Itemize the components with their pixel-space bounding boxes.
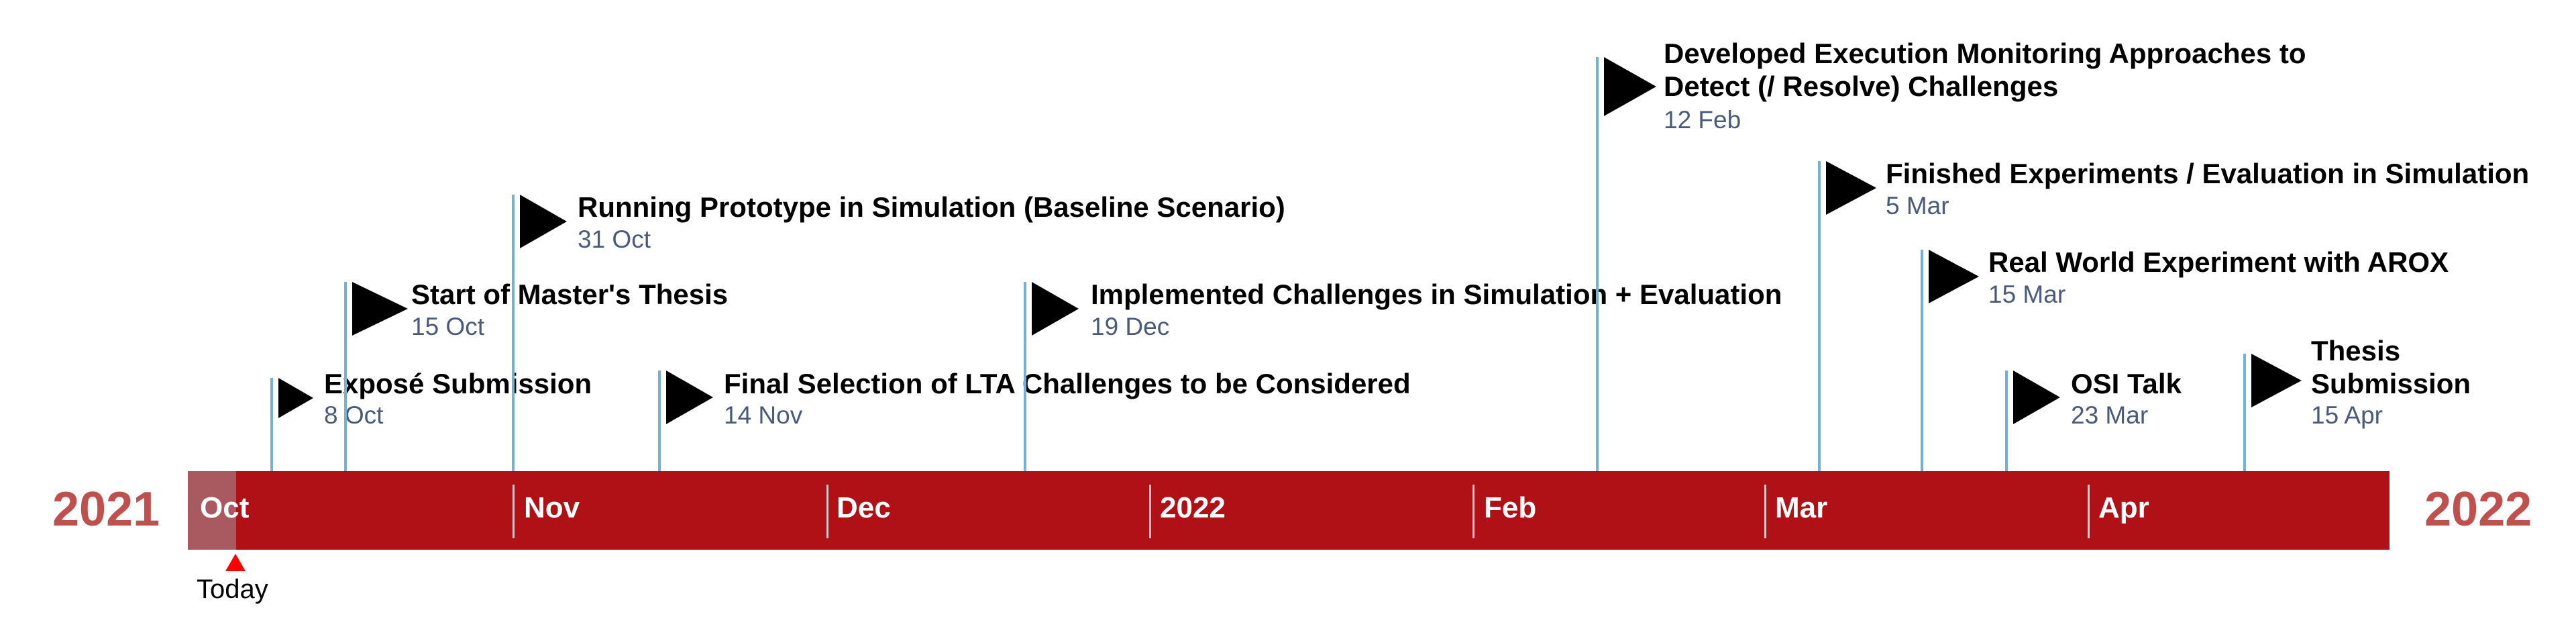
month-divider <box>826 485 828 538</box>
timeline-bar <box>188 471 2390 550</box>
milestone-date: 15 Mar <box>1988 281 2066 308</box>
month-label-oct: Oct <box>200 491 250 524</box>
milestone-date: 19 Dec <box>1091 313 1170 340</box>
today-marker-icon <box>225 554 246 571</box>
milestone-flag-icon <box>1032 282 1079 336</box>
end-year-label: 2022 <box>2424 483 2532 536</box>
month-divider <box>2088 485 2090 538</box>
milestone-title: Final Selection of LTA Challenges to be … <box>724 368 1411 399</box>
milestone-stem <box>1818 161 1821 471</box>
milestone-title: Finished Experiments / Evaluation in Sim… <box>1886 158 2530 189</box>
milestone-stem <box>1024 282 1026 471</box>
milestone-flag-icon <box>352 282 408 336</box>
milestone-stem <box>658 370 661 471</box>
today-label: Today <box>197 575 268 604</box>
month-label-nov: Nov <box>524 491 580 524</box>
milestone-stem <box>1921 250 1923 471</box>
milestone-stem <box>2243 354 2246 471</box>
elapsed-segment <box>188 471 236 550</box>
milestone-flag-icon <box>278 378 313 418</box>
milestone-flag-icon <box>2251 354 2302 407</box>
milestone-flag-icon <box>2013 370 2060 424</box>
milestone-date: 31 Oct <box>578 226 651 253</box>
milestone-title: OSI Talk <box>2071 368 2182 399</box>
month-divider <box>1149 485 1151 538</box>
milestone-date: 12 Feb <box>1664 106 1741 134</box>
milestone-title-line2: Detect (/ Resolve) Challenges <box>1664 70 2059 102</box>
month-label-dec: Dec <box>837 491 891 524</box>
milestone-stem <box>270 378 273 471</box>
milestone-date: 14 Nov <box>724 401 803 429</box>
month-divider <box>1764 485 1766 538</box>
milestone-flag-icon <box>1604 57 1656 116</box>
milestone-title: Running Prototype in Simulation (Baselin… <box>578 191 1285 223</box>
milestone-flag-icon <box>520 195 567 248</box>
milestone-stem <box>344 282 347 471</box>
milestone-title: Implemented Challenges in Simulation + E… <box>1091 279 1782 310</box>
milestone-stem <box>1596 57 1599 471</box>
milestone-date: 8 Oct <box>324 401 384 429</box>
milestone-title: Developed Execution Monitoring Approache… <box>1664 38 2306 69</box>
milestone-title: Real World Experiment with AROX <box>1988 246 2449 278</box>
month-divider <box>513 485 515 538</box>
milestone-title: Thesis <box>2311 335 2401 366</box>
month-label-jan-2022: 2022 <box>1160 491 1226 524</box>
month-label-feb: Feb <box>1484 491 1537 524</box>
milestone-stem <box>512 195 515 471</box>
milestone-title: Start of Master's Thesis <box>411 279 729 310</box>
month-divider <box>1472 485 1474 538</box>
milestone-stem <box>2005 370 2008 471</box>
milestone-date: 15 Oct <box>411 313 484 340</box>
milestone-date: 15 Apr <box>2311 401 2383 429</box>
milestone-title: Exposé Submission <box>324 368 592 399</box>
milestone-date: 23 Mar <box>2071 401 2149 429</box>
milestone-date: 5 Mar <box>1886 192 1949 219</box>
milestone-title-line2: Submission <box>2311 368 2471 399</box>
milestone-flag-icon <box>1929 250 1979 303</box>
milestone-flag-icon <box>666 370 713 424</box>
month-label-mar: Mar <box>1775 491 1828 524</box>
month-label-apr: Apr <box>2098 491 2149 524</box>
milestone-flag-icon <box>1826 161 1876 215</box>
start-year-label: 2021 <box>52 483 160 536</box>
